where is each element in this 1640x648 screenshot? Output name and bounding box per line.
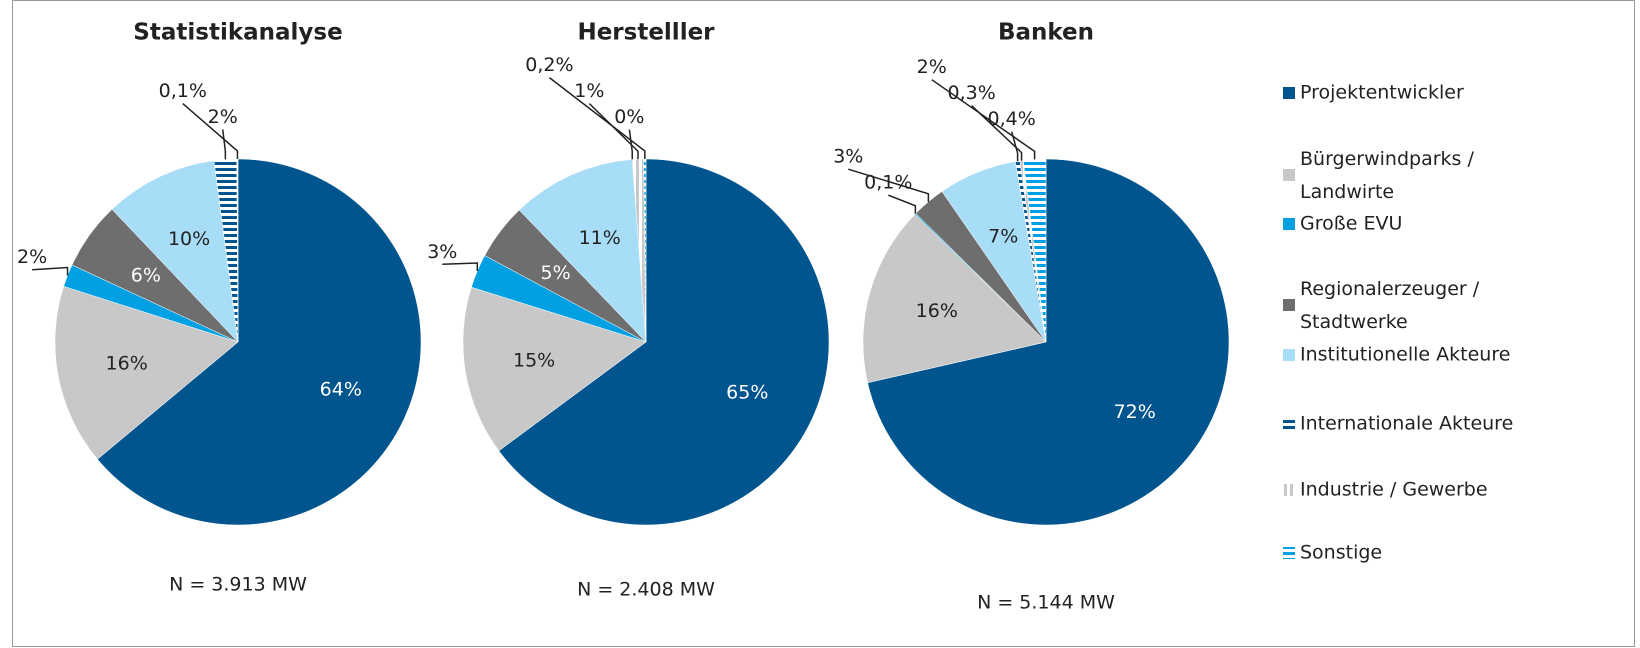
data-label: 0,3% xyxy=(948,82,996,104)
data-label: 11% xyxy=(579,227,621,249)
data-label: 0% xyxy=(614,106,644,128)
data-label: 0,1% xyxy=(159,80,207,102)
data-label: 0,4% xyxy=(988,108,1036,130)
pie-title: Herstelller xyxy=(577,20,715,46)
data-label: 3% xyxy=(427,241,457,263)
pie-slice xyxy=(1022,158,1047,343)
legend-label: Regionalerzeuger / Stadtwerke xyxy=(1300,278,1480,333)
legend-swatch xyxy=(1283,418,1295,430)
data-label: 0,1% xyxy=(864,172,912,194)
data-label: 72% xyxy=(1114,401,1156,423)
legend-label: Projektentwickler xyxy=(1300,82,1464,104)
data-label: 5% xyxy=(541,262,571,284)
legend-swatch xyxy=(1283,218,1295,230)
leader-line xyxy=(971,105,1023,161)
leader-line xyxy=(442,262,479,272)
leader-line xyxy=(182,102,239,160)
leader-line xyxy=(628,129,633,160)
data-label: 16% xyxy=(916,300,958,322)
pie-title: Statistikanalyse xyxy=(133,20,342,46)
pie-slice xyxy=(498,158,830,526)
legend-label: Bürgerwindparks / Landwirte xyxy=(1300,148,1474,203)
data-label: 64% xyxy=(320,379,362,401)
leader-line xyxy=(588,103,639,160)
leader-line xyxy=(931,79,1036,160)
data-label: 65% xyxy=(726,382,768,404)
legend-swatch xyxy=(1283,547,1295,559)
leader-line xyxy=(888,194,917,214)
leader-line xyxy=(1010,131,1019,162)
legend-label: Große EVU xyxy=(1300,213,1402,235)
data-label: 7% xyxy=(988,225,1018,247)
legend-line: Bürgerwindparks / xyxy=(1300,148,1474,170)
pie-note: N = 5.144 MW xyxy=(977,592,1115,614)
pie-slice xyxy=(862,213,1047,384)
legend-swatch xyxy=(1283,87,1295,99)
data-label: 2% xyxy=(208,106,238,128)
legend-label: Sonstige xyxy=(1300,542,1382,564)
legend-swatch xyxy=(1283,299,1295,311)
data-label: 2% xyxy=(17,246,47,268)
legend-swatch xyxy=(1283,169,1295,181)
legend-swatch xyxy=(1283,349,1295,361)
leader-line xyxy=(848,168,930,202)
pie-slice xyxy=(97,158,422,526)
leader-line xyxy=(32,266,69,276)
pie-slice xyxy=(867,158,1230,526)
data-label: 0,2% xyxy=(525,54,573,76)
leader-line xyxy=(548,77,646,160)
pie-slice xyxy=(54,286,239,460)
legend-line: Regionalerzeuger / xyxy=(1300,278,1480,300)
data-label: 10% xyxy=(168,228,210,250)
pie-note: N = 3.913 MW xyxy=(169,574,307,596)
data-label: 6% xyxy=(131,264,161,286)
legend-label: Industrie / Gewerbe xyxy=(1300,479,1488,501)
data-label: 15% xyxy=(513,349,555,371)
legend-swatch xyxy=(1283,484,1295,496)
data-label: 2% xyxy=(917,56,947,78)
leader-line xyxy=(222,129,227,160)
data-label: 1% xyxy=(574,80,604,102)
pie-slice xyxy=(518,159,647,343)
pie-note: N = 2.408 MW xyxy=(577,579,715,601)
data-label: 16% xyxy=(106,352,148,374)
data-label: 3% xyxy=(833,146,863,168)
legend-label: Internationale Akteure xyxy=(1300,413,1513,435)
legend-line: Landwirte xyxy=(1300,181,1394,203)
legend-label: Institutionelle Akteure xyxy=(1300,344,1510,366)
pie-slice xyxy=(462,286,647,452)
legend-line: Stadtwerke xyxy=(1300,311,1408,333)
pie-slice xyxy=(111,160,239,343)
pie-title: Banken xyxy=(998,20,1094,46)
